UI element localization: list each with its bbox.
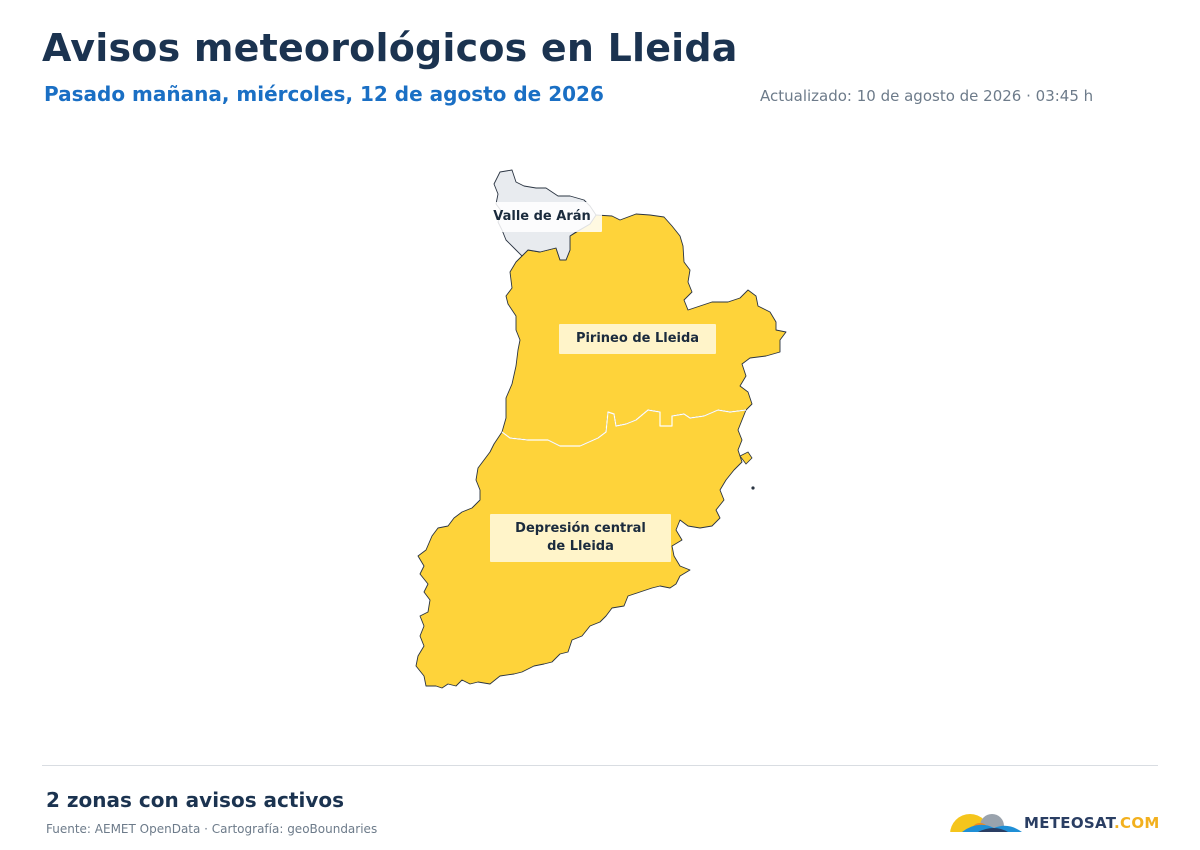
zone-label-depresion-central-de-lleida: Depresión central de Lleida [490,514,671,562]
brand-domain: .COM [1114,814,1160,832]
updated-timestamp: Actualizado: 10 de agosto de 2026 · 03:4… [760,87,1094,105]
zone-label-pirineo-de-lleida: Pirineo de Lleida [559,324,716,354]
sun-cloud-icon [948,814,1024,836]
zone-fragment [739,451,753,465]
zone-label-text: Pirineo de Lleida [575,331,700,346]
zone-label-valle-de-aran: Valle de Arán [482,202,602,232]
footer-divider [42,765,1158,766]
meteosat-logo[interactable]: METEOSAT.COM [948,806,1160,836]
forecast-date-subtitle: Pasado mañana, miércoles, 12 de agosto d… [44,82,604,106]
page-title: Avisos meteorológicos en Lleida [42,26,738,70]
zone-divider-line [501,409,747,447]
data-source-credit: Fuente: AEMET OpenData · Cartografía: ge… [46,822,378,836]
zone-label-text: Valle de Arán [493,209,591,224]
zone-fragment [751,486,755,490]
zone-label-text: Depresión central de Lleida [515,521,646,554]
active-zones-count: 2 zonas con avisos activos [46,788,345,812]
brand-name: METEOSAT [1024,814,1115,832]
